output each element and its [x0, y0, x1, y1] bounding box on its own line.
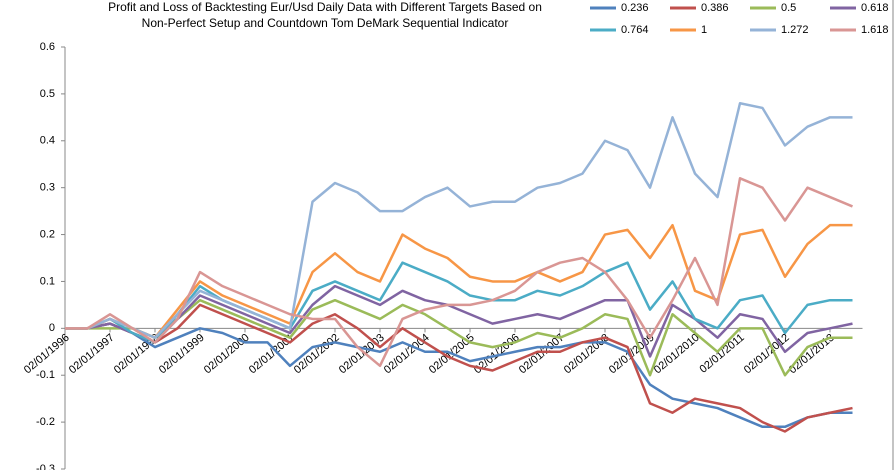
- x-tick-label: 02/01/2002: [292, 332, 342, 377]
- y-tick-label: -0.3: [36, 463, 55, 470]
- series-line: [65, 102, 853, 339]
- y-tick-label: 0.2: [40, 228, 55, 240]
- legend-label: 0.236: [621, 2, 649, 14]
- x-tick-label: 02/01/1997: [67, 332, 117, 377]
- x-tick-label: 02/01/2003: [337, 332, 387, 377]
- series-line: [65, 298, 853, 377]
- series-line: [65, 284, 853, 358]
- series-line: [65, 177, 853, 368]
- y-tick-label: 0: [49, 322, 55, 334]
- series-line: [65, 261, 853, 344]
- legend-label: 0.764: [621, 24, 649, 36]
- y-tick-label: 0.1: [40, 275, 55, 287]
- y-tick-label: -0.2: [36, 416, 55, 428]
- legend-label: 0.618: [861, 2, 889, 14]
- x-tick-label: 02/01/2010: [652, 332, 702, 377]
- y-tick-label: 0.5: [40, 88, 55, 100]
- series-line: [65, 303, 853, 433]
- legend-label: 0.5: [781, 2, 796, 14]
- x-tick-label: 02/01/1999: [157, 332, 207, 377]
- x-tick-label: 02/01/2000: [202, 332, 252, 377]
- y-tick-label: -0.1: [36, 369, 55, 381]
- legend-label: 1.272: [781, 24, 809, 36]
- legend-label: 1.618: [861, 24, 889, 36]
- y-tick-label: 0.6: [40, 41, 55, 53]
- y-tick-label: 0.3: [40, 182, 55, 194]
- series-line: [65, 322, 853, 429]
- chart-title: Non-Perfect Setup and Countdown Tom DeMa…: [142, 16, 509, 30]
- legend-label: 0.386: [701, 2, 729, 14]
- y-tick-label: 0.4: [40, 135, 55, 147]
- chart-title: Profit and Loss of Backtesting Eur/Usd D…: [108, 0, 542, 14]
- legend-label: 1: [701, 24, 707, 36]
- x-tick-label: 02/01/2011: [698, 332, 747, 376]
